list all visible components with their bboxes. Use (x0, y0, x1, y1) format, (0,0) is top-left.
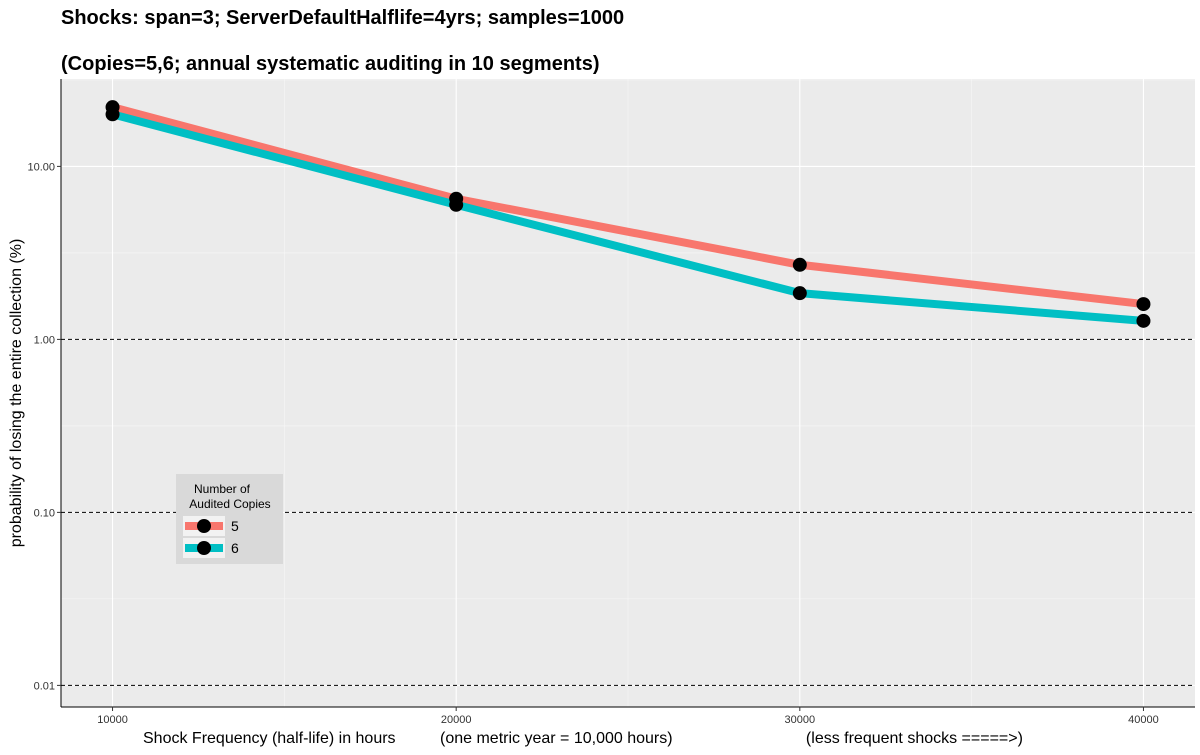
series-points (105, 100, 1151, 328)
x-tick-label: 40000 (1128, 714, 1159, 726)
x-axis-ticks: 10000 20000 30000 40000 (97, 707, 1159, 726)
legend-title-line2: Audited Copies (189, 497, 270, 511)
data-point-6 (792, 286, 807, 301)
chart-title: Shocks: span=3; ServerDefaultHalflife=4y… (61, 7, 624, 29)
series-line-5 (111, 103, 1144, 309)
y-tick-label: 0.01 (34, 680, 55, 692)
data-point-5 (792, 257, 807, 272)
y-tick-label: 0.10 (34, 507, 55, 519)
y-axis-ticks: 0.01 0.10 1.00 10.00 (27, 161, 61, 692)
x-axis-title: Shock Frequency (half-life) in hours (on… (143, 730, 1023, 747)
data-point-6 (105, 107, 120, 122)
x-tick-label: 20000 (441, 714, 472, 726)
data-point-6 (1136, 313, 1151, 328)
series-lines (111, 103, 1144, 325)
legend: Number of Audited Copies 56 (176, 474, 283, 564)
legend-items: 56 (183, 516, 239, 558)
legend-title-line1: Number of (194, 482, 251, 496)
data-point-6 (449, 197, 464, 212)
legend-label-5: 5 (231, 518, 239, 534)
chart-subtitle: (Copies=5,6; annual systematic auditing … (61, 53, 600, 75)
legend-key-point-6 (197, 541, 211, 555)
y-tick-label: 1.00 (34, 334, 55, 346)
legend-key-point-5 (197, 519, 211, 533)
series-line-6 (111, 110, 1144, 325)
legend-label-6: 6 (231, 540, 239, 556)
x-tick-label: 30000 (785, 714, 816, 726)
y-axis-title: probability of losing the entire collect… (8, 239, 25, 548)
data-point-5 (1136, 297, 1151, 312)
y-tick-label: 10.00 (27, 161, 55, 173)
x-tick-label: 10000 (97, 714, 128, 726)
